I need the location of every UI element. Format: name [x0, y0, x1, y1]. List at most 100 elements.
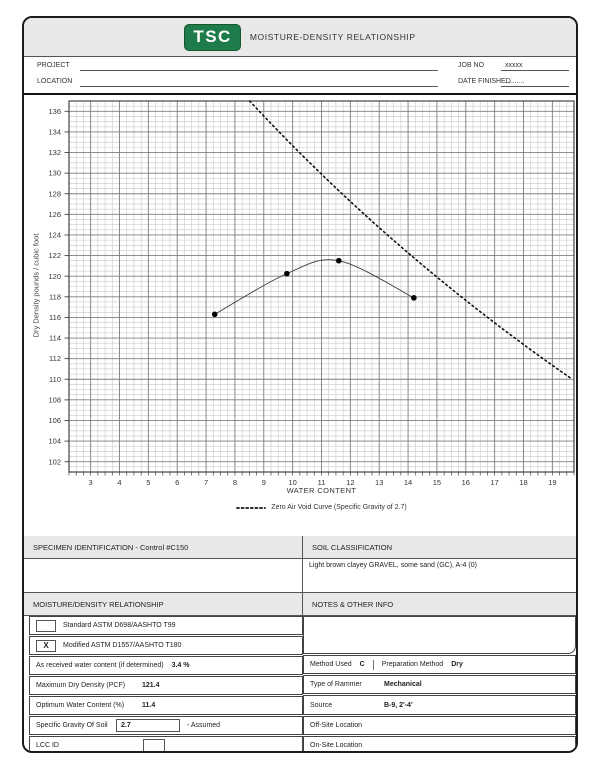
- specific-gravity-row: Specific Gravity Of Soil 2.7 - Assumed: [29, 716, 303, 735]
- lcc-id-row: LCC ID: [29, 736, 303, 751]
- method-used-row: Method Used C Preparation Method Dry: [303, 655, 576, 675]
- location-label: LOCATION: [37, 78, 73, 85]
- svg-text:126: 126: [48, 210, 61, 219]
- svg-text:112: 112: [49, 354, 61, 363]
- chart-legend: Zero Air Void Curve (Specific Gravity of…: [69, 504, 574, 511]
- tsc-logo: TSC: [184, 23, 241, 51]
- soil-classification-header: SOIL CLASSIFICATION: [312, 542, 393, 552]
- date-finished-label: DATE FINISHED: [458, 78, 511, 85]
- project-info-band: PROJECT LOCATION JOB NO xxxxx DATE FINIS…: [24, 57, 576, 95]
- svg-text:3: 3: [89, 478, 93, 487]
- chart-plot: 3 4 5 6 7 8 9 10 11 12 13 14 15 16 17 18 19 102 104 106 108 1…: [48, 100, 575, 487]
- mdr-header: MOISTURE/DENSITY RELATIONSHIP: [24, 593, 303, 615]
- as-received-value: 3.4 %: [171, 662, 190, 669]
- modified-method-label: Modified ASTM D1557/AASHTO T180: [63, 642, 182, 649]
- as-received-label: As received water content (if determined…: [36, 662, 164, 669]
- lcc-id-label: LCC ID: [36, 742, 59, 749]
- optimum-water-row: Optimum Water Content (%) 11.4: [29, 696, 303, 715]
- preparation-method-value: Dry: [451, 661, 463, 669]
- modified-method-row: X Modified ASTM D1557/AASHTO T180: [29, 636, 303, 655]
- soil-classification-text: Light brown clayey GRAVEL, some sand (GC…: [309, 562, 477, 569]
- offsite-location-label: Off-Site Location: [310, 721, 363, 729]
- rammer-value: Mechanical: [384, 681, 422, 689]
- svg-text:120: 120: [48, 272, 61, 281]
- svg-text:106: 106: [48, 416, 61, 425]
- rammer-label: Type of Rammer: [310, 681, 362, 689]
- specimen-id-header: SPECIMEN IDENTIFICATION - Control #C150: [24, 536, 303, 558]
- moisture-density-chart: Dry Density pounds / cubic foot 3 4 5 6 7 8 9 1…: [24, 95, 576, 536]
- method-used-value: C: [359, 661, 365, 669]
- specific-gravity-suffix: - Assumed: [187, 722, 221, 729]
- svg-text:10: 10: [288, 478, 296, 487]
- location-field-line[interactable]: [80, 86, 438, 87]
- svg-text:9: 9: [262, 478, 266, 487]
- svg-text:134: 134: [48, 128, 61, 137]
- source-row: Source B-9, 2'-4': [303, 695, 576, 715]
- max-dry-density-row: Maximum Dry Density (PCF) 121.4: [29, 676, 303, 695]
- svg-text:132: 132: [48, 148, 61, 157]
- svg-text:124: 124: [48, 231, 61, 240]
- specific-gravity-input[interactable]: 2.7: [116, 719, 180, 732]
- svg-text:118: 118: [49, 292, 61, 301]
- vertical-divider: [372, 659, 374, 670]
- svg-text:110: 110: [49, 375, 61, 384]
- svg-text:18: 18: [519, 478, 527, 487]
- method-used-label: Method Used: [310, 661, 352, 669]
- onsite-location-row: On-Site Location: [303, 735, 576, 751]
- job-no-line: [501, 70, 569, 71]
- onsite-location-label: On-Site Location: [310, 741, 363, 749]
- id-header-band: SPECIMEN IDENTIFICATION - Control #C150 …: [24, 536, 576, 559]
- svg-text:13: 13: [375, 478, 383, 487]
- project-field-line[interactable]: [80, 70, 438, 71]
- notes-column: Method Used C Preparation Method Dry Typ…: [303, 616, 576, 751]
- date-finished-value[interactable]: ..........: [505, 78, 525, 85]
- preparation-method-label: Preparation Method: [381, 661, 444, 669]
- svg-text:128: 128: [48, 189, 61, 198]
- job-no-value[interactable]: xxxxx: [505, 62, 523, 69]
- standard-method-label: Standard ASTM D698/AASHTO T99: [63, 622, 176, 629]
- as-received-row: As received water content (if determined…: [29, 656, 303, 675]
- svg-text:5: 5: [146, 478, 150, 487]
- modified-method-checkbox[interactable]: X: [36, 639, 56, 652]
- svg-text:116: 116: [49, 313, 61, 322]
- report-document: TSC MOISTURE-DENSITY RELATIONSHIP PROJEC…: [22, 16, 578, 753]
- svg-text:17: 17: [490, 478, 498, 487]
- notes-header: NOTES & OTHER INFO: [312, 599, 394, 609]
- svg-text:19: 19: [548, 478, 556, 487]
- source-value: B-9, 2'-4': [384, 701, 413, 709]
- id-boxes: Light brown clayey GRAVEL, some sand (GC…: [24, 559, 576, 593]
- offsite-location-row: Off-Site Location: [303, 715, 576, 735]
- rammer-row: Type of Rammer Mechanical: [303, 675, 576, 695]
- project-label: PROJECT: [37, 62, 70, 69]
- svg-text:114: 114: [49, 334, 61, 343]
- svg-text:136: 136: [48, 107, 61, 116]
- date-finished-line: [501, 86, 569, 87]
- svg-text:122: 122: [48, 251, 61, 260]
- job-no-label: JOB NO: [458, 62, 485, 69]
- bottom-header-band: MOISTURE/DENSITY RELATIONSHIP NOTES & OT…: [24, 593, 576, 616]
- notes-input-box[interactable]: [303, 616, 576, 654]
- zav-legend-label: Zero Air Void Curve (Specific Gravity of…: [271, 504, 407, 511]
- specimen-id-box[interactable]: [24, 559, 303, 592]
- svg-text:108: 108: [48, 395, 61, 404]
- mdr-column: Standard ASTM D698/AASHTO T99 X Modified…: [24, 616, 303, 751]
- max-dry-density-value: 121.4: [142, 682, 160, 689]
- specific-gravity-label: Specific Gravity Of Soil: [36, 722, 108, 729]
- standard-method-row: Standard ASTM D698/AASHTO T99: [29, 616, 303, 635]
- svg-text:15: 15: [433, 478, 441, 487]
- zav-legend-marker-icon: [236, 506, 267, 509]
- x-axis-title: WATER CONTENT: [286, 486, 357, 495]
- report-header: TSC MOISTURE-DENSITY RELATIONSHIP: [24, 18, 576, 57]
- svg-text:14: 14: [404, 478, 412, 487]
- svg-text:16: 16: [462, 478, 470, 487]
- svg-text:130: 130: [48, 169, 61, 178]
- lcc-id-input[interactable]: [143, 739, 165, 751]
- y-axis-title: Dry Density pounds / cubic foot: [31, 233, 41, 338]
- max-dry-density-label: Maximum Dry Density (PCF): [36, 682, 126, 689]
- optimum-water-value: 11.4: [142, 702, 156, 709]
- svg-text:104: 104: [48, 437, 61, 446]
- svg-text:11: 11: [318, 478, 326, 487]
- standard-method-checkbox[interactable]: [36, 619, 56, 632]
- svg-text:4: 4: [117, 478, 121, 487]
